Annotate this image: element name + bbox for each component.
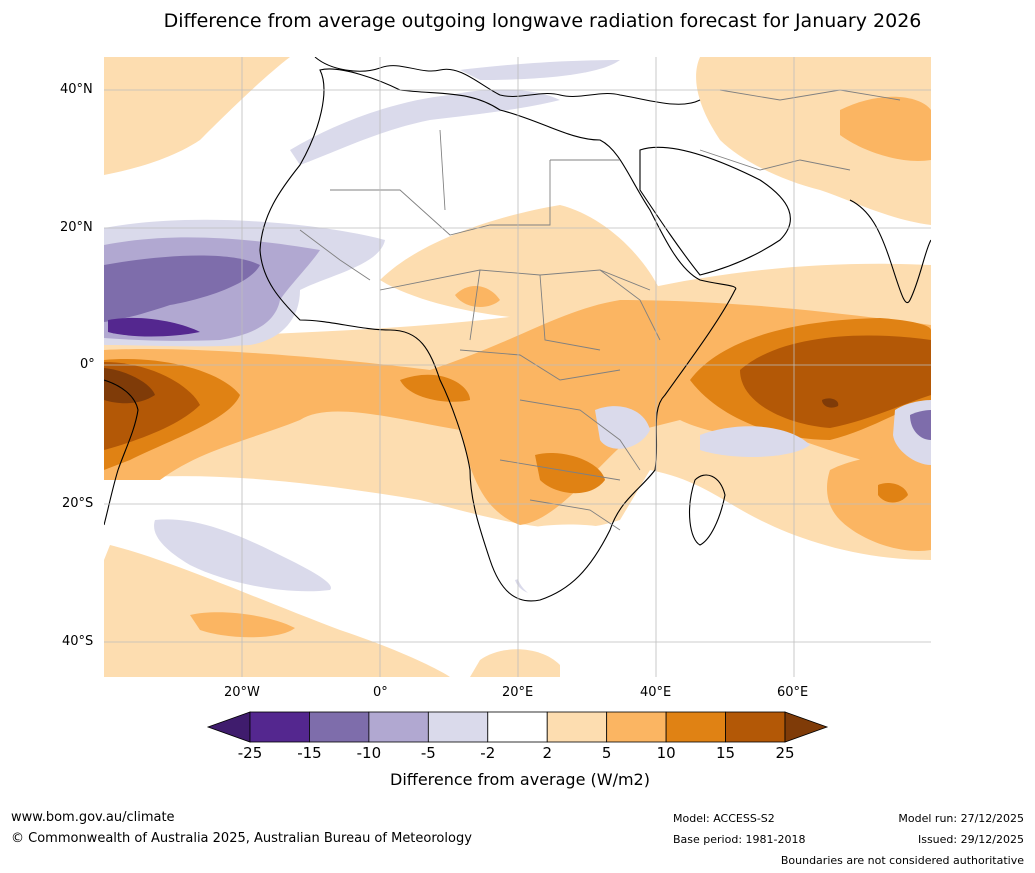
anomaly-region [190,612,295,638]
colorbar-segment [427,711,489,743]
south-america-coastline [104,379,139,526]
colorbar-segment [249,711,310,743]
colorbar-tick-label: 2 [542,744,552,762]
anomaly-region [290,89,560,165]
country-borders [299,89,901,531]
anomaly-region [910,410,931,440]
anomaly-region [104,255,260,322]
anomaly-field [104,57,931,677]
base-period: Base period: 1981-2018 [673,833,806,846]
anomaly-region [535,452,605,494]
colorbar-segment [606,711,667,743]
colorbar-extend-high [784,711,829,743]
anomaly-region [595,406,650,449]
colorbar-segment [487,711,548,743]
colorbar-tick-label: -25 [237,744,263,762]
colorbar-title: Difference from average (W/m2) [390,770,650,789]
anomaly-region [380,205,660,320]
lat-label: 20°S [62,496,94,511]
india-coastline [849,199,931,303]
anomaly-region [108,317,200,337]
gridlines [104,57,931,677]
lat-label: 0° [80,357,95,372]
anomaly-region [840,96,931,161]
colorbar-tick-label: 15 [716,744,736,762]
website-link[interactable]: www.bom.gov.au/climate [11,810,175,825]
issued-date: Issued: 29/12/2025 [917,833,1024,846]
africa-coastline [259,68,737,602]
anomaly-region [460,60,620,80]
colorbar-segment [309,711,370,743]
lon-label: 20°E [502,685,534,700]
colorbar-tick-label: 25 [775,744,795,762]
lat-label: 40°S [62,634,94,649]
colorbar-tick-label: 5 [601,744,612,762]
anomaly-region [514,524,640,600]
colorbar-segment [725,711,786,743]
colorbar-tick-label: -15 [297,744,322,762]
anomaly-region [104,368,155,404]
anomaly-region [400,374,470,402]
colorbar [206,711,829,743]
colorbar-segment [368,711,429,743]
lon-label: 20°W [224,685,260,700]
madagascar-coastline [689,474,726,546]
colorbar-tick-label: 10 [656,744,676,762]
colorbar-segment [665,711,726,743]
anomaly-region [700,426,810,457]
colorbar-tick-label: -10 [356,744,382,762]
colorbar-tick-label: -2 [480,744,496,762]
lon-label: 40°E [640,685,672,700]
anomaly-region [878,483,908,503]
anomaly-region [827,455,931,551]
lat-label: 40°N [60,82,93,97]
copyright: © Commonwealth of Australia 2025, Austra… [11,831,472,846]
anomaly-region [822,398,839,408]
disclaimer: Boundaries are not considered authoritat… [780,854,1024,867]
model-name: Model: ACCESS-S2 [673,812,775,825]
anomaly-region [104,545,450,677]
colorbar-tick-label: -5 [420,744,436,762]
map-title: Difference from average outgoing longwav… [163,10,922,32]
arabia-coastline [639,146,791,276]
anomaly-region [154,519,331,592]
lat-label: 20°N [60,220,93,235]
anomaly-region [470,649,560,677]
colorbar-segment [546,711,608,743]
lon-label: 0° [373,685,388,700]
model-run: Model run: 27/12/2025 [898,812,1024,825]
lon-label: 60°E [777,685,809,700]
colorbar-extend-low [206,711,251,743]
anomaly-region [104,57,290,175]
anomaly-region [740,335,931,428]
anomaly-region [455,285,500,307]
